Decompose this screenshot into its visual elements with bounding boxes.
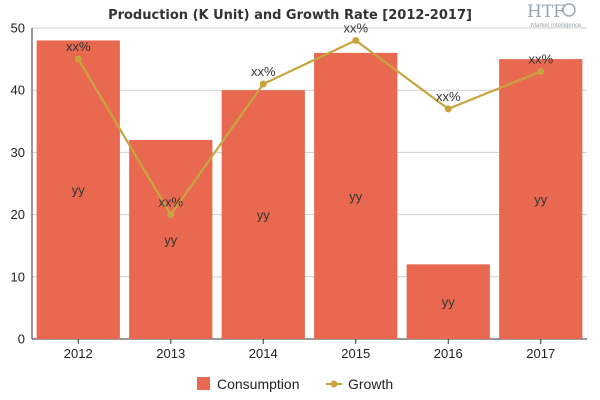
watermark-logo-subtext: Market Intelligence <box>531 23 582 29</box>
y-tick-label: 0 <box>18 332 25 347</box>
bar-data-label: yy <box>257 208 271 223</box>
x-tick-label: 2017 <box>526 346 555 361</box>
x-tick-label: 2013 <box>156 346 185 361</box>
x-tick-label: 2014 <box>249 346 278 361</box>
labels-layer: yy yy yy yy yy yy xx% xx% xx% xx% xx% xx% <box>66 20 554 309</box>
legend-label-growth: Growth <box>348 376 393 392</box>
line-layer <box>74 36 545 219</box>
growth-line <box>77 39 542 217</box>
growth-data-label: xx% <box>343 20 368 35</box>
bar-data-label: yy <box>164 232 178 247</box>
bars-layer <box>36 40 583 339</box>
x-tick-label: 2012 <box>64 346 93 361</box>
growth-data-label: xx% <box>251 64 276 79</box>
bar <box>36 40 120 339</box>
bar <box>499 59 583 339</box>
chart-title: Production (K Unit) and Growth Rate [201… <box>108 8 472 23</box>
growth-point <box>259 80 267 88</box>
growth-data-label: xx% <box>436 89 461 104</box>
legend-swatch-growth-point <box>330 380 338 388</box>
growth-point <box>444 105 452 113</box>
legend: Consumption Growth <box>197 376 393 392</box>
growth-data-label: xx% <box>528 52 553 67</box>
globe-icon <box>562 3 576 17</box>
growth-point <box>537 68 545 76</box>
growth-point <box>167 211 175 219</box>
x-tick-label: 2015 <box>341 346 370 361</box>
y-tick-label: 30 <box>11 145 25 160</box>
y-tick-label: 20 <box>11 207 25 222</box>
watermark-logo: HTF Market Intelligence <box>527 2 582 29</box>
growth-data-label: xx% <box>66 39 91 54</box>
axes-layer: 0 10 20 30 40 50 2012 2013 2014 2015 2016 2017 <box>11 21 556 362</box>
bar <box>314 52 398 339</box>
bar-data-label: yy <box>349 189 363 204</box>
y-tick-label: 50 <box>11 21 25 36</box>
bar <box>129 139 213 339</box>
bar-data-label: yy <box>534 192 548 207</box>
bar <box>221 90 305 339</box>
bar-data-label: yy <box>442 295 456 310</box>
growth-data-label: xx% <box>158 195 183 210</box>
x-tick-label: 2016 <box>434 346 463 361</box>
watermark-logo-text: HTF <box>527 2 565 22</box>
y-tick-label: 40 <box>11 83 25 98</box>
bar-data-label: yy <box>72 183 86 198</box>
growth-point <box>74 55 82 63</box>
legend-label-consumption: Consumption <box>217 376 300 392</box>
legend-swatch-consumption <box>197 377 210 390</box>
bar <box>406 264 490 339</box>
y-tick-label: 10 <box>11 269 25 284</box>
growth-point <box>352 36 360 44</box>
